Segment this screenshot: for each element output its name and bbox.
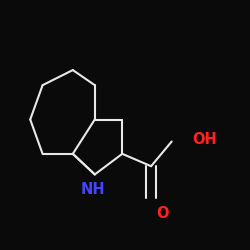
Text: NH: NH: [81, 182, 106, 197]
Text: O: O: [156, 206, 168, 221]
Text: OH: OH: [192, 132, 217, 147]
